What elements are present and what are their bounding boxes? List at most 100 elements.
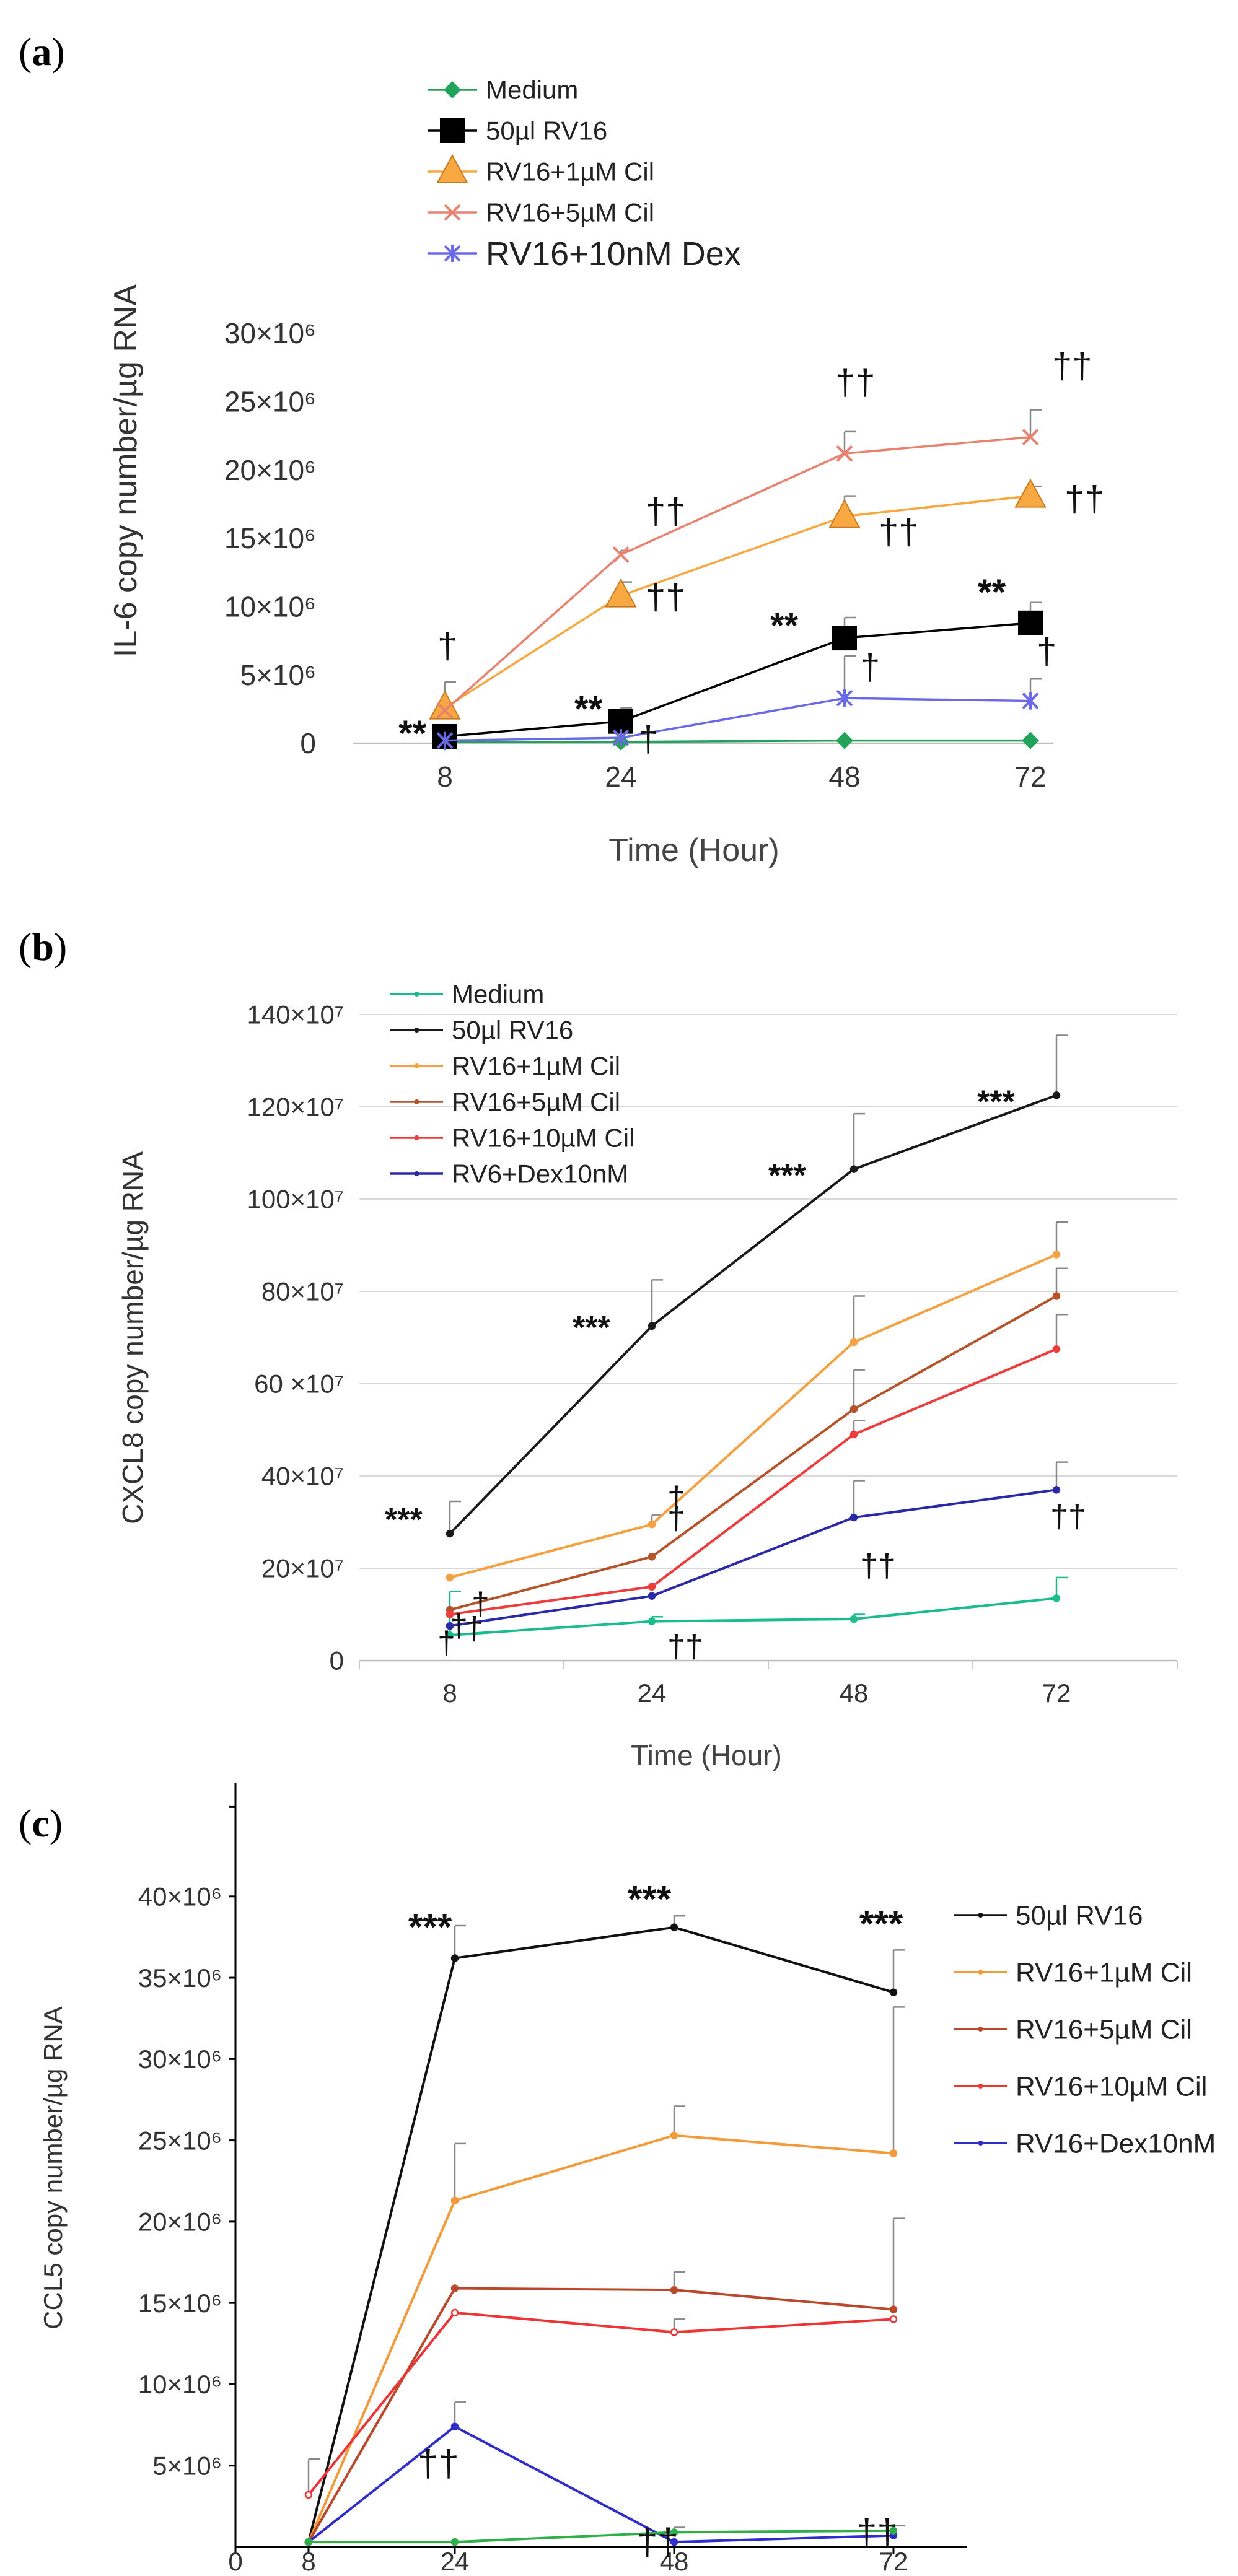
y-tick-label: 5×10⁶ (240, 659, 316, 691)
legend-label: RV16+10µM Cil (1016, 2071, 1207, 2102)
y-tick-label: 35×10⁶ (138, 1963, 222, 1993)
data-point (889, 2315, 898, 2323)
significance-annotation: † (472, 1586, 489, 1622)
legend-label: RV16+5µM Cil (452, 1088, 620, 1117)
series-rv16-5-m-cil (304, 2217, 905, 2546)
data-point (436, 702, 454, 719)
panel-label-paren: ( (19, 30, 32, 74)
series-rv16-1-m-cil (429, 478, 1047, 720)
legend-label: RV16+1µM Cil (486, 157, 654, 186)
series-rv16-10-m-cil (446, 1314, 1068, 1618)
x-tick-label: 24 (441, 2547, 470, 2576)
series-50-l-rv16 (432, 601, 1043, 749)
data-point (429, 690, 461, 720)
data-point (849, 1338, 858, 1347)
y-tick-label: 100×10⁷ (247, 1185, 344, 1214)
legend-marker (978, 2141, 983, 2146)
data-point (304, 2491, 313, 2499)
data-point (849, 1405, 858, 1413)
data-point (670, 2528, 678, 2536)
data-point (450, 2308, 459, 2317)
series-rv16-10nm-dex (436, 655, 1042, 749)
significance-annotation: † (638, 719, 658, 759)
legend: Medium 50µl RV16 RV16+1µM Cil RV16+5µM Cil R… (390, 980, 634, 1189)
panel-label-paren: ) (51, 30, 64, 74)
y-tick-label: 120×10⁷ (247, 1093, 344, 1122)
series-rv16-10-m-cil (304, 2308, 898, 2499)
data-point (605, 578, 637, 608)
legend-marker (978, 2084, 983, 2089)
y-tick-label: 30×10⁶ (138, 2045, 222, 2074)
data-point (1018, 610, 1043, 635)
legend-label: RV16+1µM Cil (452, 1052, 620, 1081)
y-tick-label: 20×10⁶ (224, 454, 316, 486)
data-point (836, 689, 853, 707)
y-axis-label: CCL5 copy number/µg RNA (38, 2006, 68, 2329)
significance-annotation: *** (408, 1906, 452, 1948)
x-tick-label: 48 (660, 2547, 689, 2576)
x-tick-label: 0 (228, 2547, 242, 2576)
legend-label: RV16+5µM Cil (1016, 2014, 1192, 2045)
data-point (889, 2149, 898, 2157)
significance-annotation: *** (628, 1879, 672, 1920)
series-50-l-rv16 (446, 1034, 1068, 1538)
legend-label: RV16+10µM Cil (452, 1124, 634, 1153)
series-line (449, 1488, 1057, 1628)
y-tick-label: 40×10⁶ (138, 1882, 222, 1911)
legend-marker (436, 154, 468, 183)
data-point (1052, 1292, 1061, 1300)
legend: Medium 50µl RV16 RV16+1µM Cil RV16+5µM Cil R… (428, 76, 741, 273)
series-medium (446, 1576, 1068, 1639)
series-rv6-dex10nm (446, 1461, 1068, 1630)
significance-annotation: †† (860, 1548, 896, 1584)
y-tick-label: 80×10⁷ (261, 1277, 344, 1306)
legend-label: RV16+5µM Cil (486, 198, 654, 227)
data-point (648, 1617, 656, 1625)
panel-label-paren: ( (19, 925, 32, 969)
significance-annotation: † (437, 1625, 455, 1661)
x-tick-label: 48 (840, 1679, 869, 1708)
data-point (828, 499, 861, 528)
series-medium (436, 731, 1039, 751)
data-point (446, 1529, 454, 1538)
x-tick-label: 48 (828, 761, 860, 793)
legend-marker (444, 204, 461, 221)
series-rv16-1-m-cil (446, 1221, 1068, 1582)
x-tick-label: 8 (301, 2547, 315, 2576)
significance-annotation: ** (978, 572, 1006, 613)
series-rv16-5-m-cil (436, 409, 1042, 719)
data-point (648, 1583, 656, 1591)
data-point (446, 1573, 454, 1582)
x-tick-label: 8 (437, 761, 453, 793)
x-tick-label: 72 (1014, 761, 1046, 793)
series-rv16-1-m-cil (304, 2006, 905, 2546)
legend-label: Medium (486, 76, 578, 105)
chart-panel-b: (b) 0 20×10⁷ 40×10⁷ 60 ×10⁷ 80×10⁷ 100×10⁷ 120×… (19, 925, 1178, 1771)
x-tick-label: 24 (638, 1679, 667, 1708)
panel-label-letter: a (32, 30, 51, 74)
panel-label-paren: ( (19, 1801, 32, 1845)
data-point (612, 729, 630, 747)
data-point (889, 2305, 898, 2313)
significance-annotation: *** (977, 1084, 1015, 1120)
legend-label: RV16+Dex10nM (1016, 2128, 1216, 2159)
y-tick-label: 25×10⁶ (224, 385, 316, 417)
data-point (849, 1430, 858, 1439)
data-point (1052, 1345, 1061, 1353)
y-tick-label: 140×10⁷ (247, 1000, 344, 1029)
legend-label: RV16+1µM Cil (1016, 1957, 1192, 1988)
series-line (307, 1926, 894, 2543)
significance-annotation: ** (770, 606, 799, 646)
legend-marker (414, 1135, 419, 1140)
legend-label: Medium (452, 980, 544, 1009)
data-point (1052, 1091, 1061, 1099)
y-tick-label: 15×10⁶ (138, 2289, 222, 2318)
significance-annotation: † (860, 647, 880, 688)
data-point (849, 1165, 858, 1173)
series-line (449, 1295, 1057, 1611)
data-point (670, 1923, 678, 1931)
series-line (307, 2287, 894, 2543)
data-point (849, 1615, 858, 1623)
panel-label-letter: b (32, 925, 54, 969)
